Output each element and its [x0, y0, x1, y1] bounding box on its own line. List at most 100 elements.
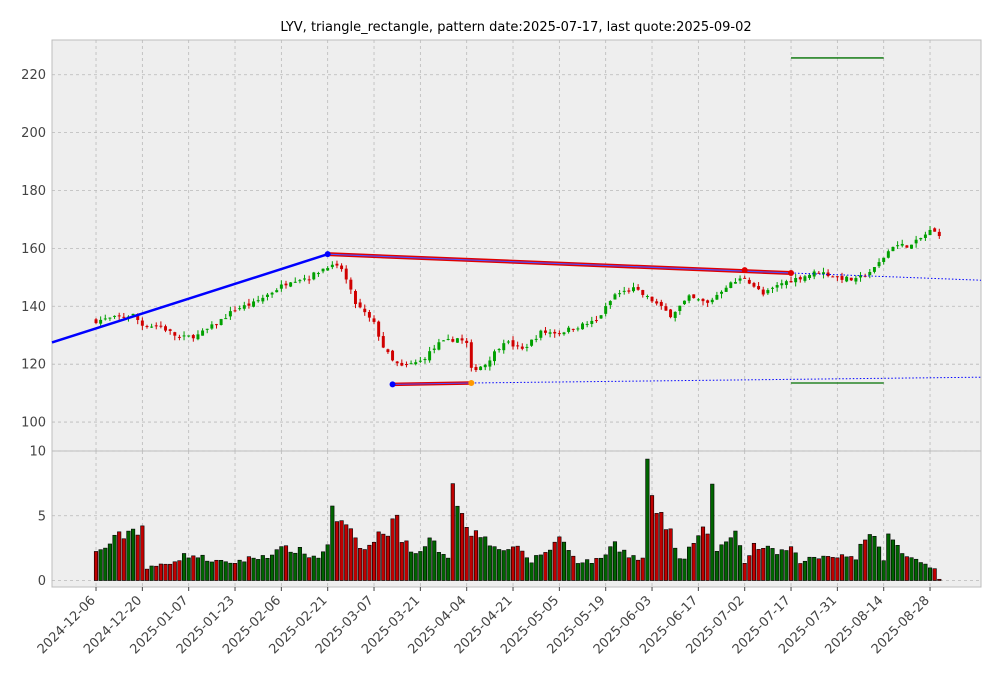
candle-body	[854, 278, 858, 282]
candle-body	[845, 276, 849, 282]
candle-body	[900, 243, 904, 246]
candle-body	[164, 326, 168, 331]
candle-body	[252, 301, 256, 307]
candle-body	[108, 317, 112, 319]
candle-body	[571, 328, 575, 330]
candle-body	[891, 246, 895, 252]
volume-bar	[325, 544, 330, 581]
volume-bar	[914, 558, 919, 581]
volume-bar	[923, 563, 928, 581]
candle-body	[632, 287, 635, 292]
candle-body	[585, 323, 589, 325]
volume-bar	[459, 513, 465, 581]
price-axis-ticks: 100 120 140 160 180 200 220	[21, 68, 46, 430]
candle-body	[131, 313, 135, 316]
volume-bar	[932, 568, 937, 581]
candle-body	[349, 279, 353, 290]
volume-bar	[256, 559, 261, 581]
volume-bar	[524, 557, 529, 581]
volume-bar	[738, 545, 743, 581]
volume-bar	[339, 520, 344, 581]
volume-bar	[552, 541, 557, 581]
candle-body	[395, 361, 399, 364]
volume-bar	[654, 513, 659, 581]
candle-body	[168, 329, 172, 331]
pattern-line	[392, 382, 472, 385]
candle-body	[766, 290, 770, 294]
volume-axis-ticks: 0 5 10	[29, 445, 46, 590]
candle-body	[187, 335, 191, 337]
volume-bar	[510, 546, 516, 581]
pattern-markers	[324, 251, 795, 388]
candle-body	[613, 294, 617, 300]
pattern-line	[327, 253, 792, 274]
candle-body	[548, 332, 552, 334]
volume-bar	[446, 557, 451, 581]
candle-body	[919, 238, 923, 240]
volume-bar	[260, 555, 265, 581]
candle-body	[896, 245, 900, 247]
candle-body	[534, 338, 538, 340]
volume-bar	[900, 553, 905, 581]
candle-body	[715, 294, 719, 300]
volume-bar	[724, 541, 729, 581]
candle-body	[557, 333, 561, 335]
candle-body	[812, 271, 816, 277]
candle-body	[543, 330, 547, 333]
candle-body	[933, 228, 937, 232]
candle-body	[284, 283, 288, 286]
volume-bar	[288, 551, 293, 581]
volume-bar	[895, 545, 900, 581]
volume-bar	[371, 541, 377, 581]
volume-bar	[598, 557, 604, 581]
candle-body	[145, 326, 149, 328]
candle-body	[530, 339, 534, 346]
volume-bar	[506, 549, 511, 581]
candle-body	[692, 294, 696, 299]
candle-body	[340, 265, 344, 270]
volume-bar	[195, 557, 201, 581]
candle-body	[177, 336, 181, 338]
volume-bar	[687, 546, 692, 581]
candle-body	[372, 318, 376, 322]
volume-bar	[172, 561, 177, 581]
candle-body	[404, 364, 408, 366]
candle-body	[877, 262, 881, 267]
price-tick-label: 140	[21, 300, 46, 315]
price-tick-label: 160	[21, 242, 46, 257]
candle-body	[326, 268, 330, 271]
candle-body	[673, 311, 677, 318]
candle-body	[706, 300, 710, 303]
candle-body	[678, 305, 682, 312]
volume-bar	[362, 549, 367, 581]
candle-body	[803, 276, 807, 281]
volume-bar	[557, 536, 562, 581]
volume-bar	[404, 540, 409, 581]
volume-bar	[663, 529, 668, 581]
price-gridlines	[52, 40, 981, 451]
volume-bar	[626, 557, 631, 581]
volume-bar	[418, 551, 423, 581]
candle-body	[275, 290, 279, 293]
volume-bar	[807, 556, 812, 581]
candle-body	[191, 335, 195, 339]
candle-body	[650, 296, 654, 302]
candle-body	[391, 350, 395, 361]
volume-bar	[168, 563, 173, 581]
volume-bar	[571, 555, 576, 581]
volume-bar	[191, 555, 196, 581]
candle-body	[122, 316, 126, 318]
volume-bar	[747, 555, 752, 581]
volume-bar	[186, 557, 191, 581]
candle-body	[428, 351, 432, 361]
candle-body	[817, 272, 821, 274]
volume-bar	[585, 559, 590, 581]
volume-bar	[779, 549, 784, 581]
candle-body	[99, 319, 103, 324]
candle-body	[729, 282, 733, 288]
candle-body	[724, 287, 728, 292]
volume-bar	[121, 538, 126, 581]
price-tick-label: 200	[21, 126, 46, 141]
pattern-line	[791, 272, 982, 281]
volume-bar	[473, 530, 479, 581]
